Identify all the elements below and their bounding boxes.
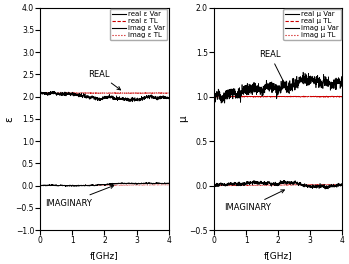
X-axis label: f[GHz]: f[GHz] bbox=[90, 251, 119, 260]
Text: REAL: REAL bbox=[88, 70, 120, 90]
Text: IMAGINARY: IMAGINARY bbox=[45, 185, 114, 208]
Y-axis label: μ: μ bbox=[178, 116, 188, 122]
Legend: real ε Var, real ε TL, imag ε Var, imag ε TL: real ε Var, real ε TL, imag ε Var, imag … bbox=[110, 9, 167, 40]
Legend: real μ Var, real μ TL, imag μ Var, imag μ TL: real μ Var, real μ TL, imag μ Var, imag … bbox=[283, 9, 341, 40]
Text: REAL: REAL bbox=[259, 50, 289, 93]
Y-axis label: ε: ε bbox=[4, 116, 14, 122]
Text: IMAGINARY: IMAGINARY bbox=[224, 190, 284, 213]
X-axis label: f[GHz]: f[GHz] bbox=[264, 251, 292, 260]
